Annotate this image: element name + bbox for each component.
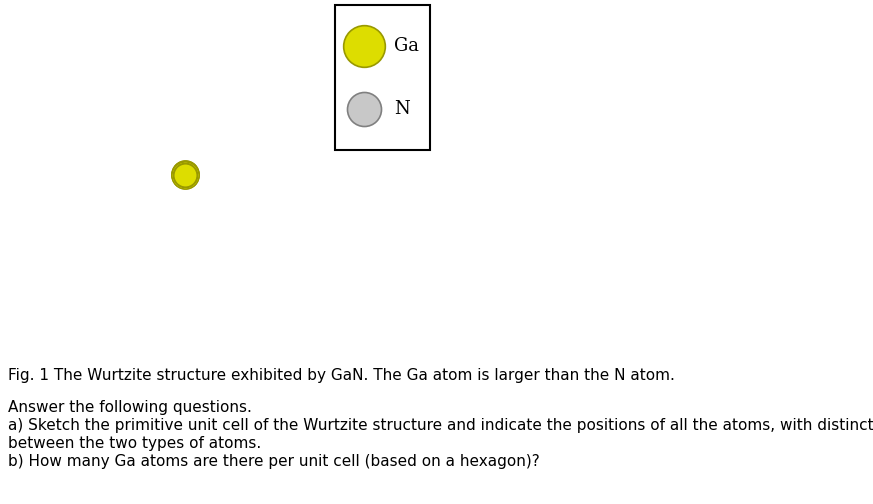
Point: [178, 170, 192, 178]
Point: [178, 170, 192, 178]
Point: [178, 170, 192, 178]
Point: [178, 170, 192, 178]
Point: [356, 41, 370, 49]
Point: [178, 170, 192, 178]
Point: [178, 171, 192, 179]
Point: [178, 170, 192, 178]
Text: between the two types of atoms.: between the two types of atoms.: [8, 436, 261, 451]
Point: [178, 170, 192, 178]
Bar: [335, 5, 430, 150]
Point: [178, 170, 192, 178]
Point: [178, 170, 192, 178]
Point: [178, 171, 192, 179]
Point: [178, 170, 192, 178]
Point: [178, 171, 192, 179]
Point: [178, 171, 192, 179]
Point: [178, 170, 192, 178]
Point: [178, 170, 192, 178]
Point: [178, 170, 192, 178]
Point: [178, 170, 192, 178]
Point: [178, 170, 192, 178]
Point: [178, 171, 192, 179]
Point: [356, 105, 370, 113]
Point: [178, 170, 192, 178]
Point: [178, 170, 192, 178]
Point: [178, 171, 192, 179]
Point: [178, 171, 192, 179]
Text: Fig. 1 The Wurtzite structure exhibited by GaN. The Ga atom is larger than the N: Fig. 1 The Wurtzite structure exhibited …: [8, 368, 675, 383]
Point: [178, 170, 192, 178]
Point: [178, 170, 192, 178]
Point: [178, 170, 192, 178]
Point: [178, 170, 192, 178]
Point: [178, 170, 192, 178]
Text: Answer the following questions.: Answer the following questions.: [8, 400, 252, 415]
Point: [178, 170, 192, 178]
Point: [178, 170, 192, 178]
Text: N: N: [394, 100, 409, 118]
Point: [178, 170, 192, 178]
Text: Ga: Ga: [394, 37, 419, 54]
Text: a) Sketch the primitive unit cell of the Wurtzite structure and indicate the pos: a) Sketch the primitive unit cell of the…: [8, 418, 873, 433]
Point: [178, 170, 192, 178]
Point: [178, 171, 192, 179]
Point: [178, 171, 192, 179]
Point: [178, 171, 192, 179]
Point: [178, 170, 192, 178]
Point: [178, 170, 192, 178]
Point: [178, 170, 192, 178]
Point: [178, 171, 192, 179]
Point: [178, 171, 192, 179]
Point: [178, 171, 192, 179]
Point: [178, 170, 192, 178]
Point: [178, 170, 192, 178]
Point: [178, 170, 192, 178]
Point: [178, 170, 192, 178]
Point: [178, 170, 192, 178]
Point: [178, 170, 192, 178]
Point: [178, 170, 192, 178]
Text: b) How many Ga atoms are there per unit cell (based on a hexagon)?: b) How many Ga atoms are there per unit …: [8, 454, 540, 469]
Point: [178, 170, 192, 178]
